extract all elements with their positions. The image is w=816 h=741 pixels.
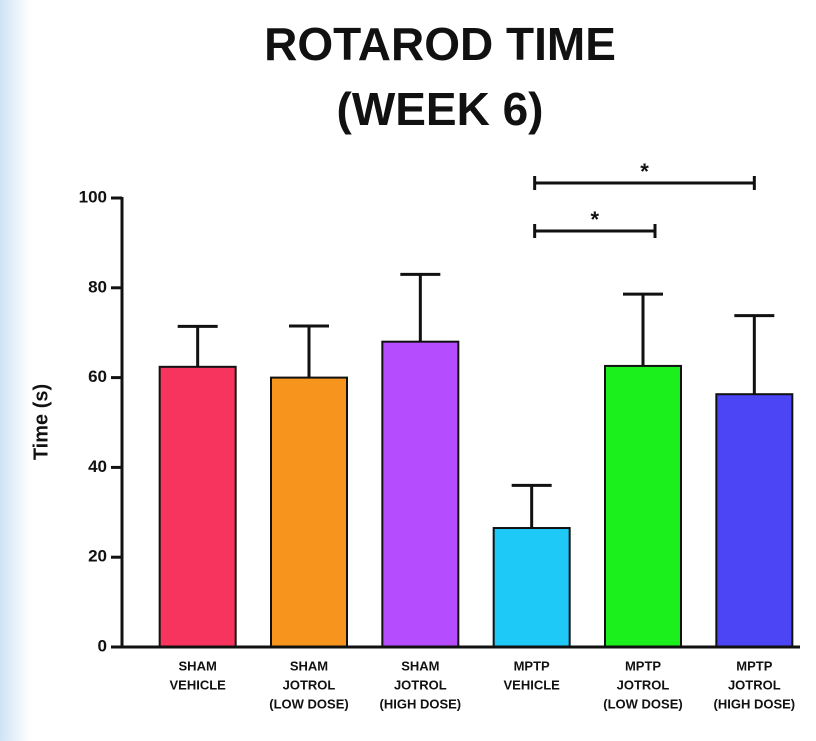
bar <box>381 340 460 648</box>
bar <box>158 365 237 648</box>
y-tick-label: 40 <box>88 457 107 476</box>
x-tick-label: SHAM <box>290 658 328 673</box>
x-tick-label: JOTROL <box>394 677 447 692</box>
x-tick-label: JOTROL <box>728 677 781 692</box>
y-axis-label: Time (s) <box>30 384 52 460</box>
y-tick-label: 0 <box>98 636 107 655</box>
x-tick-label: SHAM <box>179 658 217 673</box>
x-tick-label: (LOW DOSE) <box>269 696 348 711</box>
chart-title: (WEEK 6) <box>337 83 544 135</box>
x-tick-label: (LOW DOSE) <box>603 696 682 711</box>
bar <box>270 376 348 648</box>
x-tick-label: MPTP <box>736 658 772 673</box>
y-tick-label: 20 <box>88 547 107 566</box>
significance-label: * <box>591 207 600 232</box>
chart-title: ROTAROD TIME <box>264 18 616 70</box>
bar <box>715 393 794 649</box>
y-tick-label: 100 <box>79 187 107 206</box>
x-tick-label: SHAM <box>401 658 439 673</box>
bar <box>604 364 682 648</box>
x-tick-label: MPTP <box>514 658 550 673</box>
x-tick-label: MPTP <box>625 658 661 673</box>
x-tick-label: (HIGH DOSE) <box>380 696 462 711</box>
bar <box>492 527 571 649</box>
x-tick-label: (HIGH DOSE) <box>714 696 796 711</box>
x-tick-label: JOTROL <box>617 677 670 692</box>
background-edge <box>0 0 30 741</box>
y-tick-label: 60 <box>88 367 107 386</box>
x-tick-label: JOTROL <box>283 677 336 692</box>
x-tick-label: VEHICLE <box>169 677 226 692</box>
y-tick-label: 80 <box>88 277 107 296</box>
significance-label: * <box>640 159 649 184</box>
x-tick-label: VEHICLE <box>503 677 560 692</box>
